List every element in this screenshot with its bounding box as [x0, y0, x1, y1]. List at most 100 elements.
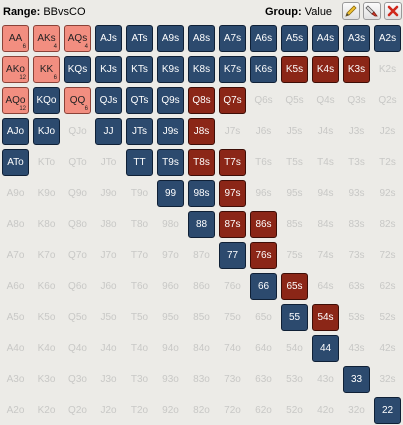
- hand-cell-kqs[interactable]: KQs: [64, 56, 91, 83]
- hand-cell-54o[interactable]: 54o: [281, 335, 308, 362]
- hand-cell-22[interactable]: 22: [374, 397, 401, 424]
- hand-cell-t7s[interactable]: T7s: [219, 149, 246, 176]
- hand-cell-jj[interactable]: JJ: [95, 118, 122, 145]
- hand-cell-a8s[interactable]: A8s: [188, 25, 215, 52]
- hand-cell-83s[interactable]: 83s: [343, 211, 370, 238]
- hand-cell-j2s[interactable]: J2s: [374, 118, 401, 145]
- hand-cell-52o[interactable]: 52o: [281, 397, 308, 424]
- hand-cell-qjo[interactable]: QJo: [64, 118, 91, 145]
- hand-cell-94o[interactable]: 94o: [157, 335, 184, 362]
- hand-cell-72s[interactable]: 72s: [374, 242, 401, 269]
- hand-cell-a3o[interactable]: A3o: [2, 366, 29, 393]
- hand-cell-86o[interactable]: 86o: [188, 273, 215, 300]
- hand-cell-83o[interactable]: 83o: [188, 366, 215, 393]
- clear-range-button[interactable]: [384, 2, 402, 20]
- hand-cell-96o[interactable]: 96o: [157, 273, 184, 300]
- hand-cell-92o[interactable]: 92o: [157, 397, 184, 424]
- hand-cell-85o[interactable]: 85o: [188, 304, 215, 331]
- hand-cell-93s[interactable]: 93s: [343, 180, 370, 207]
- hand-cell-k9s[interactable]: K9s: [157, 56, 184, 83]
- hand-cell-ats[interactable]: ATs: [126, 25, 153, 52]
- hand-cell-ajs[interactable]: AJs: [95, 25, 122, 52]
- hand-cell-k6o[interactable]: K6o: [33, 273, 60, 300]
- hand-cell-54s[interactable]: 54s: [312, 304, 339, 331]
- hand-cell-kto[interactable]: KTo: [33, 149, 60, 176]
- hand-cell-aqs[interactable]: AQs 4: [64, 25, 91, 52]
- hand-cell-63s[interactable]: 63s: [343, 273, 370, 300]
- hand-cell-q4s[interactable]: Q4s: [312, 87, 339, 114]
- hand-cell-76s[interactable]: 76s: [250, 242, 277, 269]
- hand-cell-87s[interactable]: 87s: [219, 211, 246, 238]
- hand-cell-t2o[interactable]: T2o: [126, 397, 153, 424]
- hand-cell-qjs[interactable]: QJs: [95, 87, 122, 114]
- hand-cell-95o[interactable]: 95o: [157, 304, 184, 331]
- hand-cell-97o[interactable]: 97o: [157, 242, 184, 269]
- hand-cell-t5o[interactable]: T5o: [126, 304, 153, 331]
- hand-cell-qq[interactable]: QQ 6: [64, 87, 91, 114]
- hand-cell-44[interactable]: 44: [312, 335, 339, 362]
- edit-tool-button[interactable]: [342, 2, 360, 20]
- hand-cell-j2o[interactable]: J2o: [95, 397, 122, 424]
- hand-cell-k4s[interactable]: K4s: [312, 56, 339, 83]
- hand-cell-k7o[interactable]: K7o: [33, 242, 60, 269]
- hand-cell-a5o[interactable]: A5o: [2, 304, 29, 331]
- eraser-tool-button[interactable]: [363, 2, 381, 20]
- hand-cell-66[interactable]: 66: [250, 273, 277, 300]
- hand-cell-j6o[interactable]: J6o: [95, 273, 122, 300]
- hand-cell-a7s[interactable]: A7s: [219, 25, 246, 52]
- hand-cell-kk[interactable]: KK 6: [33, 56, 60, 83]
- hand-cell-t5s[interactable]: T5s: [281, 149, 308, 176]
- hand-cell-q2s[interactable]: Q2s: [374, 87, 401, 114]
- hand-cell-98s[interactable]: 98s: [188, 180, 215, 207]
- hand-cell-j8o[interactable]: J8o: [95, 211, 122, 238]
- hand-cell-32o[interactable]: 32o: [343, 397, 370, 424]
- hand-cell-32s[interactable]: 32s: [374, 366, 401, 393]
- hand-cell-j7s[interactable]: J7s: [219, 118, 246, 145]
- hand-cell-t6s[interactable]: T6s: [250, 149, 277, 176]
- hand-cell-a6s[interactable]: A6s: [250, 25, 277, 52]
- hand-cell-j3o[interactable]: J3o: [95, 366, 122, 393]
- hand-cell-j9o[interactable]: J9o: [95, 180, 122, 207]
- hand-cell-62o[interactable]: 62o: [250, 397, 277, 424]
- hand-cell-ato[interactable]: ATo: [2, 149, 29, 176]
- hand-cell-j9s[interactable]: J9s: [157, 118, 184, 145]
- hand-cell-k3s[interactable]: K3s: [343, 56, 370, 83]
- hand-cell-t2s[interactable]: T2s: [374, 149, 401, 176]
- hand-cell-k2s[interactable]: K2s: [374, 56, 401, 83]
- hand-cell-64s[interactable]: 64s: [312, 273, 339, 300]
- hand-cell-88[interactable]: 88: [188, 211, 215, 238]
- hand-cell-tt[interactable]: TT: [126, 149, 153, 176]
- hand-cell-42o[interactable]: 42o: [312, 397, 339, 424]
- hand-cell-j4o[interactable]: J4o: [95, 335, 122, 362]
- hand-cell-k9o[interactable]: K9o: [33, 180, 60, 207]
- hand-cell-j3s[interactable]: J3s: [343, 118, 370, 145]
- hand-cell-t3s[interactable]: T3s: [343, 149, 370, 176]
- hand-cell-64o[interactable]: 64o: [250, 335, 277, 362]
- hand-cell-t4o[interactable]: T4o: [126, 335, 153, 362]
- hand-cell-kqo[interactable]: KQo: [33, 87, 60, 114]
- hand-cell-a7o[interactable]: A7o: [2, 242, 29, 269]
- hand-cell-55[interactable]: 55: [281, 304, 308, 331]
- hand-cell-k8s[interactable]: K8s: [188, 56, 215, 83]
- hand-cell-73s[interactable]: 73s: [343, 242, 370, 269]
- hand-cell-t8o[interactable]: T8o: [126, 211, 153, 238]
- hand-cell-75o[interactable]: 75o: [219, 304, 246, 331]
- hand-cell-75s[interactable]: 75s: [281, 242, 308, 269]
- hand-cell-43s[interactable]: 43s: [343, 335, 370, 362]
- hand-cell-k6s[interactable]: K6s: [250, 56, 277, 83]
- hand-cell-43o[interactable]: 43o: [312, 366, 339, 393]
- hand-cell-65s[interactable]: 65s: [281, 273, 308, 300]
- hand-cell-q9s[interactable]: Q9s: [157, 87, 184, 114]
- hand-cell-j6s[interactable]: J6s: [250, 118, 277, 145]
- hand-cell-53o[interactable]: 53o: [281, 366, 308, 393]
- hand-cell-q3s[interactable]: Q3s: [343, 87, 370, 114]
- hand-cell-j5o[interactable]: J5o: [95, 304, 122, 331]
- hand-cell-q2o[interactable]: Q2o: [64, 397, 91, 424]
- hand-cell-72o[interactable]: 72o: [219, 397, 246, 424]
- hand-cell-93o[interactable]: 93o: [157, 366, 184, 393]
- hand-cell-k3o[interactable]: K3o: [33, 366, 60, 393]
- hand-cell-aa[interactable]: AA 6: [2, 25, 29, 52]
- hand-cell-kjs[interactable]: KJs: [95, 56, 122, 83]
- hand-cell-kts[interactable]: KTs: [126, 56, 153, 83]
- hand-cell-aqo[interactable]: AQo 12: [2, 87, 29, 114]
